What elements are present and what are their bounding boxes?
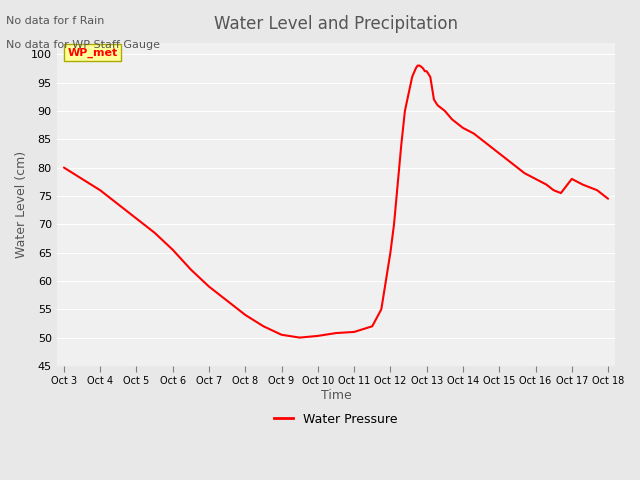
Legend: Water Pressure: Water Pressure: [269, 408, 403, 431]
Text: No data for WP Staff Gauge: No data for WP Staff Gauge: [6, 40, 161, 50]
Text: No data for f Rain: No data for f Rain: [6, 16, 105, 26]
Text: WP_met: WP_met: [68, 48, 118, 58]
Title: Water Level and Precipitation: Water Level and Precipitation: [214, 15, 458, 33]
X-axis label: Time: Time: [321, 389, 351, 402]
Y-axis label: Water Level (cm): Water Level (cm): [15, 151, 28, 258]
